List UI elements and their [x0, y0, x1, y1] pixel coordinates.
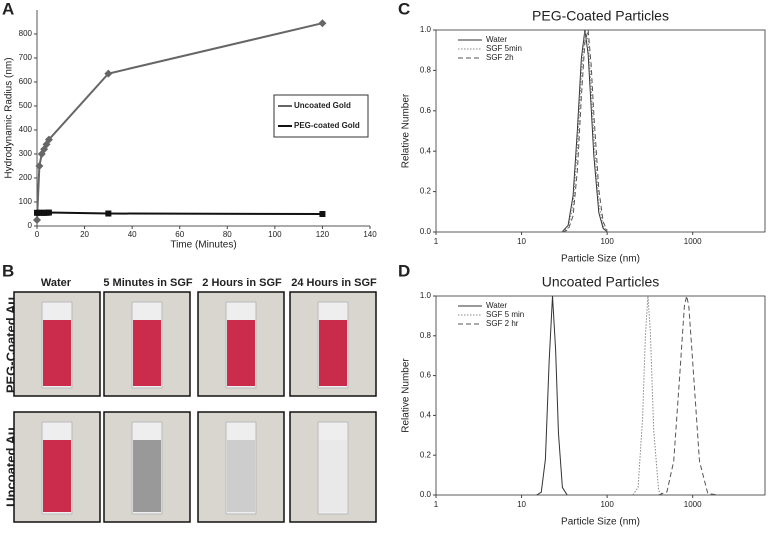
liquid [319, 320, 347, 386]
x-tick-label: 60 [175, 230, 184, 239]
panel-label: B [2, 261, 14, 280]
series-line [562, 29, 608, 232]
y-tick-label: 200 [19, 173, 33, 182]
marker [104, 69, 113, 78]
series-line [632, 295, 664, 496]
marker [105, 210, 112, 217]
panel-label: D [398, 261, 410, 280]
legend-label: Water [486, 301, 507, 310]
y-tick-label: 0 [28, 221, 33, 230]
legend-box [273, 94, 369, 138]
y-tick-label: 400 [19, 125, 33, 134]
x-axis-label: Particle Size (nm) [561, 517, 640, 528]
x-tick-label: 120 [316, 230, 330, 239]
y-tick-label: 0.4 [420, 146, 432, 155]
liquid [43, 320, 71, 386]
plot-frame [435, 29, 766, 233]
column-header: 5 Minutes in SGF [103, 277, 193, 289]
x-tick-label: 1 [434, 237, 439, 246]
y-tick-label: 1.0 [420, 25, 432, 34]
plot-frame [435, 295, 766, 496]
y-tick-label: 500 [19, 101, 33, 110]
liquid [227, 440, 255, 512]
chart-title: Uncoated Particles [542, 274, 660, 290]
x-axis-label: Time (Minutes) [170, 240, 236, 251]
y-tick-label: 0.0 [420, 490, 432, 499]
x-tick-label: 1 [434, 500, 439, 509]
y-tick-label: 0.6 [420, 106, 432, 115]
liquid [319, 440, 347, 512]
marker [318, 19, 327, 28]
x-tick-label: 100 [600, 237, 614, 246]
y-tick-label: 0.6 [420, 371, 432, 380]
column-header: Water [41, 277, 72, 289]
x-tick-label: 80 [223, 230, 232, 239]
x-tick-label: 1000 [684, 500, 702, 509]
y-tick-label: 0.4 [420, 411, 432, 420]
series-line [37, 211, 323, 215]
x-tick-label: 0 [35, 230, 40, 239]
series-line [536, 295, 568, 496]
y-axis-label: Relative Number [401, 358, 412, 433]
legend-label: Uncoated Gold [294, 101, 351, 110]
x-tick-label: 40 [128, 230, 137, 239]
liquid [227, 320, 255, 386]
legend-label: SGF 2 hr [486, 319, 519, 328]
liquid [133, 320, 161, 386]
x-tick-label: 100 [600, 500, 614, 509]
x-axis-label: Particle Size (nm) [561, 254, 640, 265]
marker [45, 209, 52, 216]
legend-label: SGF 2h [486, 53, 514, 62]
y-tick-label: 300 [19, 149, 33, 158]
x-tick-label: 100 [268, 230, 282, 239]
y-tick-label: 600 [19, 77, 33, 86]
y-tick-label: 0.8 [420, 66, 432, 75]
y-tick-label: 100 [19, 197, 33, 206]
column-header: 24 Hours in SGF [291, 277, 377, 289]
x-tick-label: 10 [517, 237, 526, 246]
y-tick-label: 0.8 [420, 331, 432, 340]
series-line [658, 295, 719, 496]
marker [44, 135, 53, 144]
marker [33, 216, 41, 224]
x-tick-label: 1000 [684, 237, 702, 246]
legend-label: PEG-coated Gold [294, 121, 360, 130]
y-tick-label: 700 [19, 53, 33, 62]
chart-title: PEG-Coated Particles [532, 8, 669, 24]
panel-label: A [2, 0, 14, 18]
y-tick-label: 0.2 [420, 187, 432, 196]
legend-label: Water [486, 35, 507, 44]
series-line [562, 29, 608, 233]
y-axis-label: Hydrodynamic Radius (nm) [4, 57, 15, 178]
liquid [43, 440, 71, 512]
y-tick-label: 0.0 [420, 227, 432, 236]
marker [35, 162, 44, 170]
x-tick-label: 10 [517, 500, 526, 509]
chart: PEG-Coated Particles Particle Size (nm) Re… [401, 8, 766, 265]
photo-grid: Water 5 Minutes in SGF 2 Hours in SGF 24… [3, 277, 377, 523]
legend-label: SGF 5 min [486, 310, 524, 319]
y-tick-label: 0.2 [420, 450, 432, 459]
x-tick-label: 140 [363, 230, 377, 239]
chart: Uncoated Particles Particle Size (nm) Rela… [401, 274, 766, 528]
chart: Time (Minutes) Hydrodynamic Radius (nm) 0 1… [4, 10, 377, 251]
y-axis-label: Relative Number [401, 93, 412, 168]
panel-label: C [398, 0, 410, 18]
column-header: 2 Hours in SGF [202, 277, 282, 289]
marker [319, 211, 326, 217]
legend-label: SGF 5min [486, 44, 522, 53]
liquid [133, 440, 161, 512]
y-tick-label: 800 [19, 29, 33, 38]
y-tick-label: 1.0 [420, 291, 432, 300]
x-tick-label: 20 [80, 230, 89, 239]
